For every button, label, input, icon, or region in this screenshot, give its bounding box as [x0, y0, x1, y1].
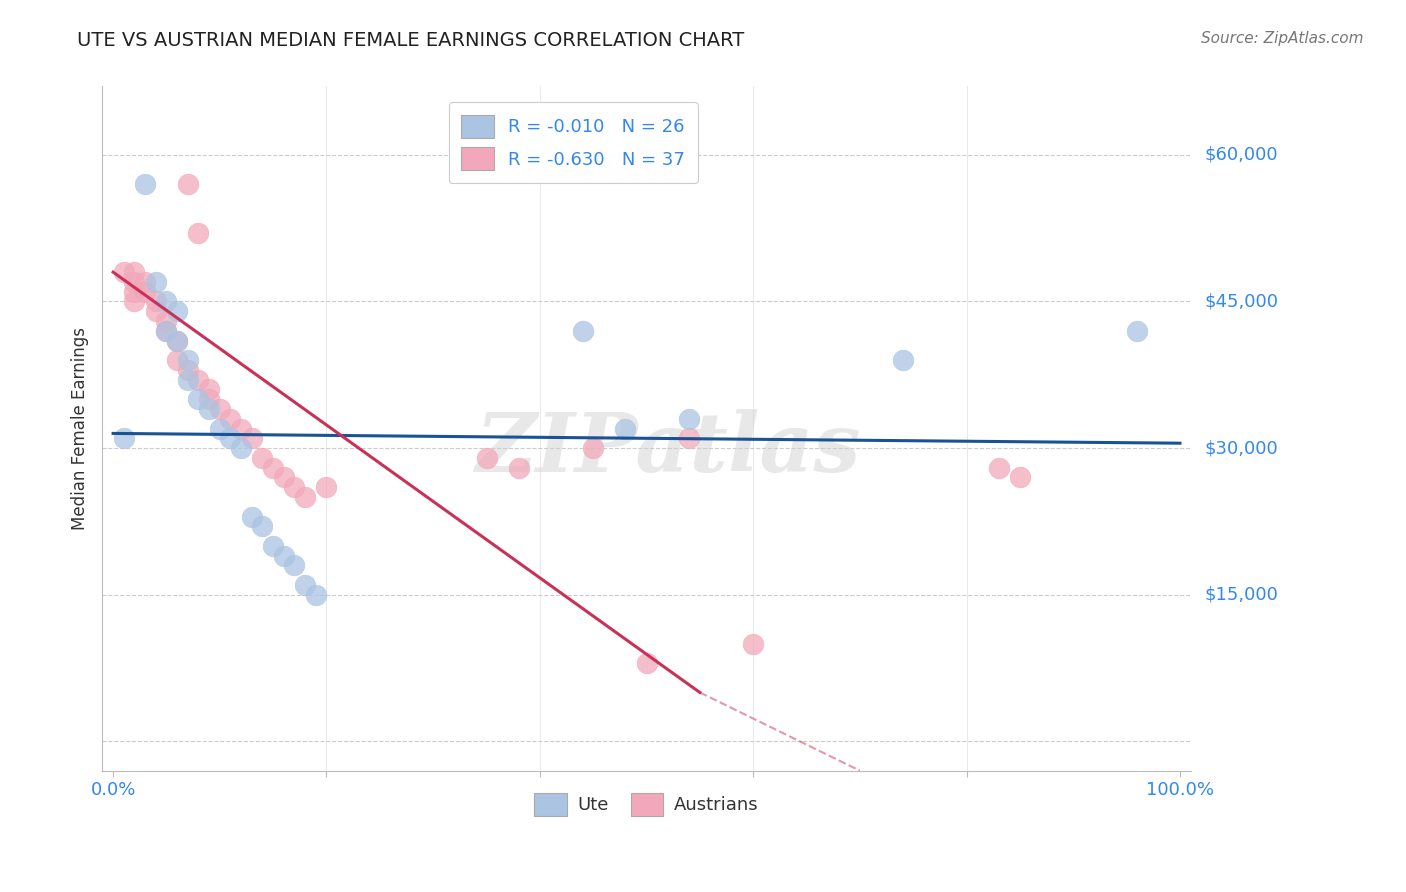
Text: $30,000: $30,000 [1205, 439, 1278, 457]
Point [166, 304, 188, 318]
Text: UTE VS AUSTRIAN MEDIAN FEMALE EARNINGS CORRELATION CHART: UTE VS AUSTRIAN MEDIAN FEMALE EARNINGS C… [77, 31, 745, 50]
Point [273, 549, 295, 563]
Point [145, 294, 167, 309]
Point [155, 324, 177, 338]
Point [283, 558, 305, 573]
Point [145, 275, 167, 289]
Point [177, 353, 200, 368]
Point [155, 324, 177, 338]
Point [1126, 324, 1149, 338]
Point [219, 431, 242, 445]
Point [678, 411, 700, 425]
Point [134, 177, 156, 191]
Point [252, 519, 274, 533]
Point [294, 490, 316, 504]
Point [124, 265, 146, 279]
Point [294, 578, 316, 592]
Point [262, 539, 284, 553]
Point [229, 441, 252, 455]
Point [134, 285, 156, 299]
Point [229, 421, 252, 435]
Point [177, 363, 200, 377]
Point [987, 460, 1010, 475]
Point [198, 383, 221, 397]
Y-axis label: Median Female Earnings: Median Female Earnings [72, 327, 89, 530]
Point [187, 392, 209, 407]
Point [198, 401, 221, 416]
Point [134, 275, 156, 289]
Point [678, 431, 700, 445]
Point [177, 373, 200, 387]
Point [240, 431, 263, 445]
Point [742, 637, 765, 651]
Point [614, 421, 637, 435]
Point [166, 334, 188, 348]
Text: $15,000: $15,000 [1205, 586, 1278, 604]
Point [475, 450, 498, 465]
Point [240, 509, 263, 524]
Point [582, 441, 605, 455]
Point [187, 226, 209, 240]
Point [305, 588, 328, 602]
Point [252, 450, 274, 465]
Point [166, 353, 188, 368]
Point [208, 421, 231, 435]
Point [219, 411, 242, 425]
Point [208, 401, 231, 416]
Point [273, 470, 295, 484]
Point [124, 275, 146, 289]
Point [145, 304, 167, 318]
Point [124, 285, 146, 299]
Text: $60,000: $60,000 [1205, 145, 1278, 164]
Point [177, 177, 200, 191]
Point [155, 294, 177, 309]
Point [187, 373, 209, 387]
Point [571, 324, 593, 338]
Point [198, 392, 221, 407]
Point [283, 480, 305, 494]
Text: $45,000: $45,000 [1205, 293, 1278, 310]
Point [508, 460, 530, 475]
Point [155, 314, 177, 328]
Point [112, 265, 135, 279]
Point [124, 294, 146, 309]
Text: Source: ZipAtlas.com: Source: ZipAtlas.com [1201, 31, 1364, 46]
Point [891, 353, 914, 368]
Point [636, 656, 658, 670]
Point [315, 480, 337, 494]
Legend: Ute, Austrians: Ute, Austrians [527, 786, 766, 823]
Text: ZIPatlas: ZIPatlas [475, 409, 860, 489]
Point [1008, 470, 1031, 484]
Point [262, 460, 284, 475]
Point [112, 431, 135, 445]
Point [166, 334, 188, 348]
